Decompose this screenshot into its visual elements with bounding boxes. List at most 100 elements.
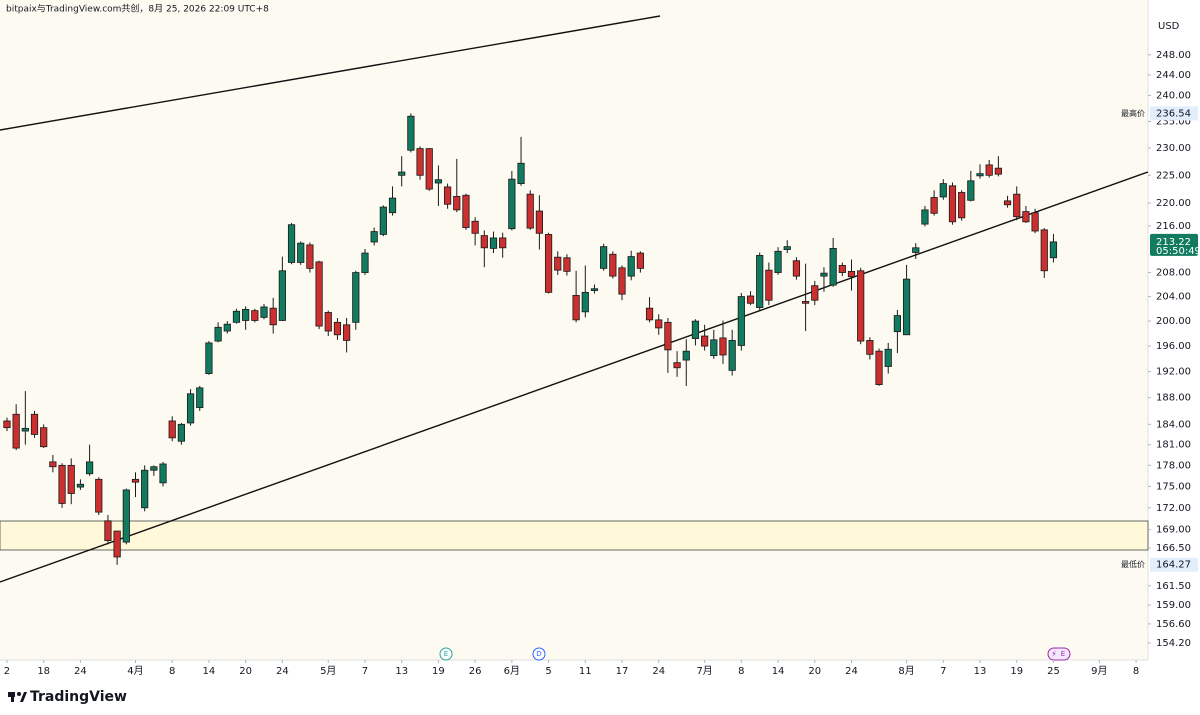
x-tick-label: 8 — [738, 666, 744, 677]
candle-body — [701, 335, 709, 347]
plot-background — [0, 0, 1148, 660]
candle-body — [122, 489, 130, 543]
candle-body — [847, 270, 856, 278]
y-tick-label: 156.60 — [1156, 619, 1191, 630]
candle-body — [388, 197, 397, 214]
candle-body — [636, 252, 644, 269]
x-tick-label: 4月 — [127, 665, 143, 677]
candle-body — [453, 195, 461, 211]
candle-body — [1022, 211, 1030, 223]
candle-body — [379, 206, 387, 235]
candle-body — [3, 420, 11, 429]
candle-body — [664, 321, 672, 351]
y-tick-label: 216.00 — [1156, 221, 1191, 232]
candle-body — [792, 260, 801, 277]
candle-body — [407, 115, 415, 151]
candle-body — [719, 337, 727, 356]
marker-value: 236.54 — [1156, 108, 1191, 119]
candle-body — [783, 246, 791, 250]
candle-body — [168, 420, 176, 439]
event-label: E — [1061, 650, 1065, 658]
candle-body — [590, 288, 599, 291]
candle-body — [150, 466, 158, 471]
candle-body — [691, 320, 700, 339]
candle-body — [21, 427, 29, 432]
candle-body — [902, 278, 911, 336]
candle-body — [269, 307, 277, 326]
y-tick-label: 220.00 — [1156, 198, 1191, 209]
candle-body — [673, 362, 681, 369]
candle-body — [572, 294, 580, 321]
candle-body — [131, 478, 140, 483]
x-tick-label: 19 — [432, 666, 445, 677]
candle-body — [912, 247, 920, 253]
candle-body — [820, 272, 828, 277]
marker-box — [1150, 557, 1198, 572]
candle-body — [205, 342, 213, 374]
candle-body — [985, 164, 993, 176]
candle-body — [1003, 200, 1012, 206]
event-label: D — [536, 650, 541, 658]
candle-body — [746, 295, 755, 304]
candle-body — [554, 256, 562, 271]
candle-body — [535, 210, 543, 234]
x-tick-label: 24 — [652, 666, 665, 677]
x-tick-label: 9月 — [1091, 665, 1107, 677]
x-tick-label: 7 — [362, 666, 368, 677]
candle-body — [875, 350, 883, 385]
x-tick-label: 2 — [4, 666, 10, 677]
candle-body — [489, 237, 498, 249]
y-tick-label: 240.00 — [1156, 90, 1191, 101]
candle-body — [40, 427, 48, 448]
logo-icon — [20, 692, 27, 702]
marker-value: 164.27 — [1156, 560, 1191, 571]
x-tick-label: 18 — [37, 666, 50, 677]
candle-body — [857, 270, 865, 342]
candle-body — [67, 464, 75, 494]
candle-body — [948, 185, 957, 223]
event-icon — [532, 647, 546, 661]
candle-body — [829, 247, 837, 286]
candle-body — [508, 178, 516, 230]
candle-body — [710, 339, 718, 357]
x-tick-label: 5 — [545, 666, 551, 677]
candle-body — [306, 244, 314, 269]
x-tick-label: 25 — [1047, 666, 1060, 677]
y-tick-label: 166.50 — [1156, 543, 1191, 554]
candle-body — [186, 393, 195, 424]
x-tick-label: 14 — [772, 666, 785, 677]
x-tick-label: 26 — [469, 666, 482, 677]
candle-body — [563, 257, 571, 272]
candle-body — [884, 348, 892, 367]
candle-body — [480, 235, 488, 249]
x-tick-label: 13 — [974, 666, 987, 677]
candle-body — [30, 413, 39, 435]
candle-body — [232, 310, 241, 323]
x-tick-label: 17 — [616, 666, 629, 677]
candle-body — [214, 326, 222, 342]
candle-body — [930, 197, 938, 214]
candle-body — [343, 324, 351, 341]
y-tick-label: 230.00 — [1156, 143, 1191, 154]
x-tick-label: 11 — [579, 666, 592, 677]
countdown: 05:50:49 — [1156, 246, 1200, 257]
last-price-box — [1150, 233, 1198, 256]
candle-body — [609, 253, 617, 277]
candle-body — [223, 323, 231, 332]
x-tick-label: 24 — [74, 666, 87, 677]
trend-line — [0, 171, 1149, 583]
y-tick-label: 154.20 — [1156, 638, 1191, 649]
candle-body — [544, 234, 553, 293]
candle-body — [1013, 193, 1021, 218]
y-tick-label: 184.00 — [1156, 419, 1191, 430]
candle-body — [581, 291, 589, 313]
candle-body — [425, 148, 433, 190]
event-icon — [439, 647, 453, 661]
x-tick-label: 24 — [845, 666, 858, 677]
y-tick-label: 161.50 — [1156, 581, 1191, 592]
x-tick-label: 20 — [808, 666, 821, 677]
y-tick-label: 225.00 — [1156, 170, 1191, 181]
candle-body — [242, 308, 250, 321]
y-tick-label: 159.00 — [1156, 600, 1191, 611]
candle-body — [443, 186, 452, 205]
